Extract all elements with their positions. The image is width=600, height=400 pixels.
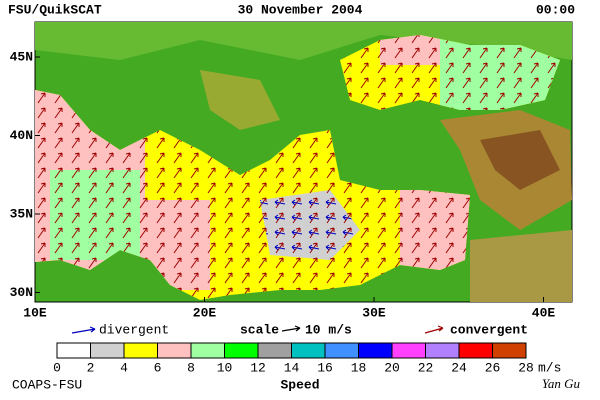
- colorbar-tick-label: 8: [187, 360, 195, 375]
- lon-label: 20E: [193, 305, 217, 320]
- colorbar-swatch: [458, 342, 493, 359]
- scale-value: 10 m/s: [305, 322, 352, 337]
- colorbar-tick-label: 10: [217, 360, 233, 375]
- divergent-arrow: [71, 326, 96, 334]
- colorbar-tick-label: 0: [53, 360, 61, 375]
- lon-label: 40E: [532, 305, 556, 320]
- colorbar-tick-label: 2: [87, 360, 95, 375]
- lat-label: 35N: [10, 206, 33, 221]
- divergent-arrows: [260, 190, 360, 260]
- colorbar-tick-label: 14: [284, 360, 300, 375]
- terrain: [200, 70, 280, 130]
- colorbar-swatch: [157, 342, 192, 359]
- lat-label: 45N: [10, 49, 33, 64]
- land: [35, 22, 572, 60]
- terrain: [470, 230, 572, 302]
- footer-right: Yan Gu: [542, 376, 581, 391]
- header-left: FSU/QuikSCAT: [8, 2, 102, 17]
- header-right: 00:00: [536, 2, 575, 17]
- map: [34, 21, 573, 303]
- legend: divergent scale 10 m/s convergent: [71, 322, 528, 337]
- colorbar-swatch: [190, 342, 225, 359]
- colorbar-tick-label: 24: [451, 360, 467, 375]
- lon-label: 10E: [23, 305, 47, 320]
- scale-label: scale: [240, 322, 279, 337]
- colorbar-unit: m/s: [538, 360, 561, 375]
- colorbar-swatch: [123, 342, 158, 359]
- colorbar-title: Speed: [280, 377, 319, 392]
- colorbar: 0 2 4 6 8 10 12 14 16 18 20 22 24 26 28 m/s: [53, 342, 561, 375]
- colorbar-tick-label: 16: [317, 360, 333, 375]
- colorbar-swatch: [492, 342, 527, 359]
- colorbar-tick-label: 12: [250, 360, 266, 375]
- colorbar-swatch: [291, 342, 326, 359]
- colorbar-tick-label: 6: [154, 360, 162, 375]
- lat-labels: 45N 40N 35N 30N: [10, 49, 40, 300]
- scale-arrow: [281, 325, 301, 332]
- colorbar-tick-label: 20: [384, 360, 400, 375]
- colorbar-tick-label: 18: [351, 360, 367, 375]
- lon-labels: 10E 20E 30E 40E: [23, 297, 555, 320]
- lon-label: 30E: [362, 305, 386, 320]
- colorbar-swatch: [224, 342, 259, 359]
- colorbar-swatch: [257, 342, 292, 359]
- colorbar-swatch: [90, 342, 125, 359]
- colorbar-swatch: [425, 342, 460, 359]
- header-center: 30 November 2004: [238, 2, 363, 17]
- colorbar-tick-label: 22: [418, 360, 434, 375]
- colorbar-swatch: [56, 342, 91, 359]
- colorbar-swatch: [324, 342, 359, 359]
- convergent-arrow: [424, 325, 444, 334]
- colorbar-swatch: [358, 342, 393, 359]
- divergent-label: divergent: [99, 322, 169, 337]
- colorbar-swatch: [391, 342, 426, 359]
- colorbar-tick-label: 26: [485, 360, 501, 375]
- convergent-label: convergent: [450, 322, 528, 337]
- lat-label: 40N: [10, 128, 33, 143]
- terrain: [480, 130, 560, 190]
- colorbar-tick-label: 28: [518, 360, 534, 375]
- colorbar-tick-label: 4: [120, 360, 128, 375]
- lat-label: 30N: [10, 285, 33, 300]
- footer-left: COAPS-FSU: [12, 377, 82, 392]
